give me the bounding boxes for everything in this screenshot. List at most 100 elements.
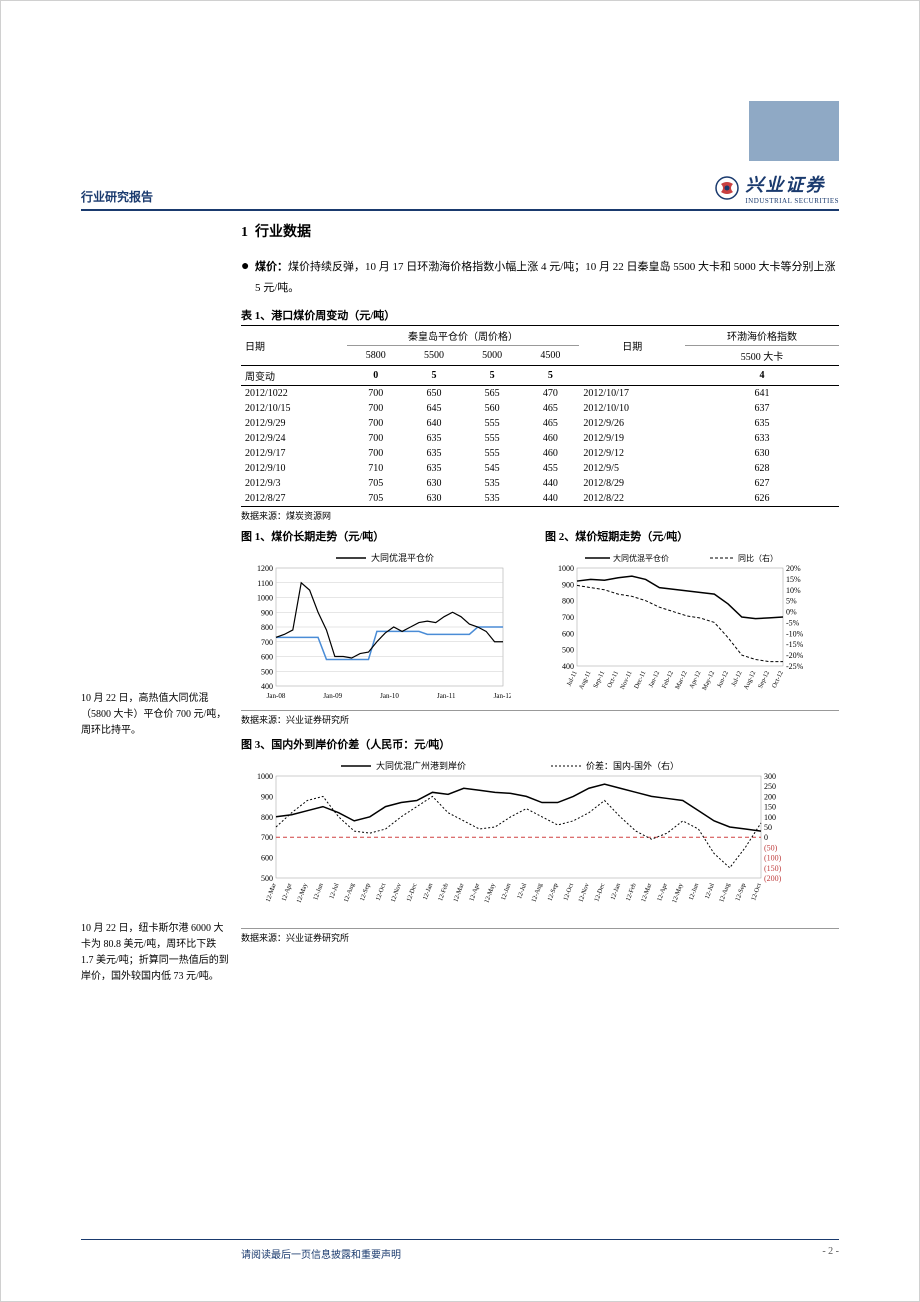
chart1: 大同优混平仓价400500600700800900100011001200Jan… (241, 548, 511, 708)
svg-text:Jul-12: Jul-12 (730, 670, 743, 688)
svg-text:12-Oct: 12-Oct (562, 883, 575, 903)
page-footer: 请阅读最后一页信息披露和重要声明 - 2 - (81, 1239, 839, 1261)
svg-text:12-Apr: 12-Apr (281, 882, 294, 903)
section-title: 1 行业数据 (241, 221, 839, 241)
svg-text:Jan-08: Jan-08 (267, 692, 286, 700)
svg-text:12-Aug: 12-Aug (343, 882, 357, 904)
svg-text:900: 900 (261, 793, 273, 802)
svg-text:-25%: -25% (786, 662, 804, 671)
svg-text:Sep-12: Sep-12 (757, 670, 771, 690)
svg-text:20%: 20% (786, 564, 801, 573)
chart3-title: 图 3、国内外到岸价价差（人民币：元/吨） (241, 736, 839, 752)
svg-text:Jan-12: Jan-12 (648, 670, 662, 689)
svg-text:12-Feb: 12-Feb (625, 883, 638, 903)
svg-text:600: 600 (562, 630, 574, 639)
svg-text:1000: 1000 (558, 564, 574, 573)
svg-text:Nov-11: Nov-11 (619, 670, 634, 691)
svg-text:12-Mar: 12-Mar (265, 882, 279, 903)
svg-text:Aug-12: Aug-12 (743, 670, 758, 691)
svg-text:12-Jun: 12-Jun (688, 882, 701, 902)
report-type-label: 行业研究报告 (81, 188, 153, 205)
svg-text:400: 400 (562, 662, 574, 671)
chart3: 大同优混广州港到岸价价差：国内-国外（右）5006007008009001000… (241, 756, 801, 926)
svg-text:12-Mar: 12-Mar (452, 882, 466, 903)
svg-text:May-12: May-12 (701, 670, 716, 692)
svg-text:12-Sep: 12-Sep (359, 883, 372, 903)
sidebar-note-1: 10 月 22 日，高热值大同优混（5800 大卡）平仓价 700 元/吨，周环… (81, 691, 231, 739)
footer-page-number: - 2 - (822, 1246, 839, 1261)
svg-text:(150): (150) (764, 864, 782, 873)
svg-text:800: 800 (562, 597, 574, 606)
svg-text:-5%: -5% (786, 619, 800, 628)
svg-text:150: 150 (764, 803, 776, 812)
svg-text:12-Oct: 12-Oct (750, 883, 763, 903)
bullet-coal-price: ● 煤价：煤价持续反弹，10 月 17 日环渤海价格指数小幅上涨 4 元/吨；1… (241, 255, 839, 297)
svg-text:12-Jun: 12-Jun (500, 882, 513, 902)
svg-text:12-Jan: 12-Jan (610, 882, 623, 901)
footer-disclaimer: 请阅读最后一页信息披露和重要声明 (241, 1246, 401, 1261)
svg-text:大同优混广州港到岸价: 大同优混广州港到岸价 (376, 760, 466, 771)
svg-text:200: 200 (764, 793, 776, 802)
svg-text:-15%: -15% (786, 641, 804, 650)
svg-text:-10%: -10% (786, 630, 804, 639)
svg-text:12-May: 12-May (671, 882, 685, 904)
svg-text:400: 400 (261, 682, 273, 691)
svg-text:Jan-10: Jan-10 (380, 692, 399, 700)
svg-text:1200: 1200 (257, 564, 273, 573)
svg-text:12-May: 12-May (296, 882, 310, 904)
svg-text:Mar-12: Mar-12 (674, 670, 689, 691)
svg-text:500: 500 (261, 874, 273, 883)
svg-text:Jan-12: Jan-12 (494, 692, 511, 700)
chart12-source: 数据来源：兴业证券研究所 (241, 710, 839, 726)
svg-text:Sep-11: Sep-11 (592, 670, 606, 689)
svg-text:Jan-11: Jan-11 (437, 692, 456, 700)
chart2-box: 图 2、煤价短期走势（元/吨） 大同优混平仓价同比（右）400500600700… (545, 528, 839, 708)
svg-text:700: 700 (261, 638, 273, 647)
svg-text:12-Mar: 12-Mar (640, 882, 654, 903)
svg-text:12-May: 12-May (483, 882, 497, 904)
svg-text:1000: 1000 (257, 772, 273, 781)
chart3-source: 数据来源：兴业证券研究所 (241, 928, 839, 944)
svg-text:Oct-12: Oct-12 (771, 670, 785, 689)
svg-text:600: 600 (261, 854, 273, 863)
logo-text-en: INDUSTRIAL SECURITIES (745, 197, 839, 205)
chart-row-1-2: 图 1、煤价长期走势（元/吨） 大同优混平仓价40050060070080090… (241, 528, 839, 708)
svg-text:600: 600 (261, 653, 273, 662)
svg-text:50: 50 (764, 823, 772, 832)
chart1-box: 图 1、煤价长期走势（元/吨） 大同优混平仓价40050060070080090… (241, 528, 535, 708)
svg-text:(200): (200) (764, 874, 782, 883)
chart2-title: 图 2、煤价短期走势（元/吨） (545, 528, 839, 544)
svg-text:1000: 1000 (257, 594, 273, 603)
svg-text:500: 500 (562, 646, 574, 655)
svg-text:800: 800 (261, 623, 273, 632)
company-logo: 兴业证券 INDUSTRIAL SECURITIES (715, 171, 839, 205)
svg-text:Oct-11: Oct-11 (606, 670, 620, 689)
page-header: 行业研究报告 兴业证券 INDUSTRIAL SECURITIES (81, 171, 839, 211)
svg-text:Jun-12: Jun-12 (716, 670, 730, 689)
svg-text:Jul-11: Jul-11 (566, 670, 579, 687)
sidebar-note-2: 10 月 22 日，纽卡斯尔港 6000 大卡为 80.8 美元/吨，周环比下跌… (81, 921, 231, 985)
svg-text:大同优混平仓价: 大同优混平仓价 (613, 553, 669, 563)
svg-text:12-Sep: 12-Sep (734, 883, 747, 903)
svg-text:800: 800 (261, 813, 273, 822)
svg-text:100: 100 (764, 813, 776, 822)
svg-text:500: 500 (261, 668, 273, 677)
svg-text:12-Oct: 12-Oct (375, 883, 388, 903)
svg-text:12-Jul: 12-Jul (516, 883, 528, 901)
svg-text:900: 900 (562, 581, 574, 590)
svg-text:0%: 0% (786, 608, 797, 617)
table1-source: 数据来源：煤炭资源网 (241, 506, 839, 522)
svg-text:12-Jun: 12-Jun (312, 882, 325, 902)
svg-text:12-Nov: 12-Nov (577, 882, 591, 904)
table1-title: 表 1、港口煤价周变动（元/吨） (241, 307, 839, 323)
svg-text:Aug-11: Aug-11 (578, 670, 593, 691)
logo-icon (715, 176, 739, 200)
svg-text:250: 250 (764, 783, 776, 792)
svg-text:900: 900 (261, 609, 273, 618)
svg-text:12-Aug: 12-Aug (530, 882, 544, 904)
svg-text:(50): (50) (764, 844, 778, 853)
svg-text:1100: 1100 (257, 579, 273, 588)
svg-text:700: 700 (261, 834, 273, 843)
svg-text:Jan-09: Jan-09 (323, 692, 342, 700)
svg-text:12-Aug: 12-Aug (718, 882, 732, 904)
